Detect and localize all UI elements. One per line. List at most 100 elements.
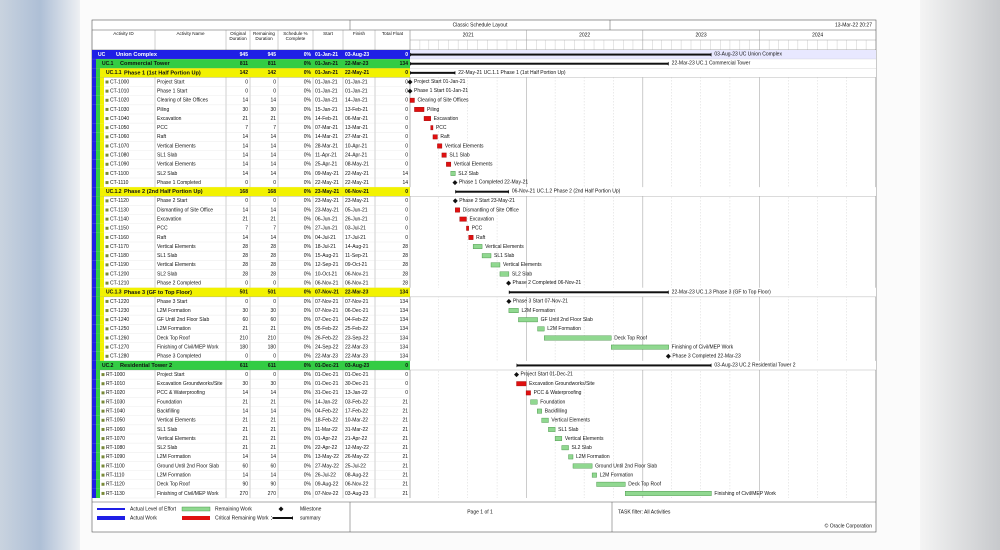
activity-finish: 23-May-21 — [345, 198, 369, 204]
activity-od: 180 — [240, 344, 249, 350]
indent-strip — [92, 260, 96, 270]
column-header-text: Original Duration — [229, 31, 247, 41]
summary-label-part: Union Complex — [748, 52, 783, 58]
indent-strip — [100, 223, 104, 233]
activity-rd: 21 — [270, 427, 276, 433]
activity-pct: 0% — [304, 88, 312, 94]
remaining-bar — [481, 253, 492, 259]
activity-start: 15-Jan-21 — [315, 107, 338, 113]
activity-rd: 14 — [270, 143, 276, 149]
critical-bar — [441, 152, 447, 158]
bar-label: SL1 Slab — [449, 152, 470, 158]
activity-od: 210 — [240, 335, 249, 341]
activity-start: 01-Dec-21 — [315, 381, 339, 387]
activity-tf: 134 — [400, 326, 409, 332]
summary-label-part: Commercial Tower — [709, 61, 751, 67]
bar-label: PCC — [436, 125, 447, 131]
activity-id: CT-1190 — [110, 262, 129, 268]
activity-pct: 0% — [304, 408, 312, 414]
milestone-label-part: 23-May-21 — [491, 198, 515, 204]
activity-start: 24-Sep-22 — [315, 344, 339, 350]
year-label: 2022 — [579, 32, 590, 38]
indent-strip — [96, 415, 100, 425]
activity-tf: 0 — [405, 198, 408, 204]
activity-id: RT-1060 — [106, 427, 125, 433]
activity-name: L2M Formation — [157, 326, 191, 332]
activity-rd: 14 — [270, 162, 276, 168]
activity-start: 26-Jul-22 — [315, 472, 336, 478]
indent-strip — [100, 77, 104, 87]
activity-od: 0 — [245, 280, 248, 286]
milestone-label: Phase 2 Completed 06-Nov-21 — [513, 280, 582, 286]
activity-name: Deck Top Roof — [157, 335, 190, 341]
activity-pct: 0% — [304, 262, 312, 268]
activity-tf: 134 — [400, 335, 409, 341]
remaining-bar — [508, 308, 519, 313]
summary-label-part: UC.1.2 — [537, 189, 553, 195]
activity-od: 14 — [242, 134, 248, 140]
activity-tf: 0 — [405, 162, 408, 168]
activity-icon — [105, 254, 109, 258]
activity-name: Vertical Elements — [157, 436, 196, 442]
activity-finish: 05-Jun-21 — [345, 207, 368, 213]
indent-strip — [92, 232, 96, 242]
activity-start: 11-Apr-21 — [315, 152, 337, 158]
activity-name: L2M Formation — [157, 472, 191, 478]
activity-start: 26-Feb-22 — [315, 335, 338, 341]
activity-finish: 21-Apr-22 — [345, 436, 367, 442]
activity-pct: 0% — [304, 280, 312, 286]
bar-label: Excavation Groundworks/Site — [529, 381, 595, 387]
bar-label: L2M Formation — [576, 454, 610, 460]
activity-name: Ground Until 2nd Floor Slab — [157, 463, 219, 469]
activity-name: PCC — [157, 125, 168, 131]
indent-strip — [92, 205, 96, 215]
wbs-od: 811 — [240, 61, 248, 67]
activity-finish: 11-Sep-21 — [345, 253, 368, 259]
activity-od: 30 — [242, 107, 248, 113]
activity-name: Dismantling of Site Office — [157, 207, 213, 213]
indent-strip — [96, 178, 100, 188]
indent-strip — [100, 214, 104, 224]
activity-name: Vertical Elements — [157, 162, 196, 168]
activity-tf: 134 — [400, 354, 409, 360]
bar-label: Piling — [427, 107, 439, 113]
activity-pct: 0% — [304, 326, 312, 332]
activity-icon — [105, 144, 109, 148]
activity-name: L2M Formation — [157, 454, 191, 460]
summary-label-part: 03-Aug-23 — [714, 52, 738, 58]
activity-rd: 14 — [270, 235, 276, 241]
activity-pct: 0% — [304, 98, 312, 104]
bar-label: Deck Top Roof — [628, 482, 661, 488]
column-header: Activity ID — [113, 31, 133, 36]
activity-id: CT-1160 — [110, 235, 129, 241]
activity-tf: 0 — [405, 88, 408, 94]
activity-name: Piling — [157, 107, 169, 113]
indent-strip — [92, 187, 96, 197]
activity-pct: 0% — [304, 198, 312, 204]
column-header: Start — [323, 31, 333, 36]
bar-label: Dismantling of Site Office — [463, 207, 519, 213]
activity-id: CT-1270 — [110, 344, 129, 350]
activity-pct: 0% — [304, 463, 312, 469]
indent-strip — [96, 77, 100, 87]
activity-id: CT-1180 — [110, 253, 129, 259]
activity-name: SL1 Slab — [157, 253, 178, 259]
activity-name: Phase 1 Completed — [157, 180, 201, 186]
activity-start: 23-May-21 — [315, 207, 339, 213]
summary-label: 22-May-21 UC.1.1 Phase 1 (1st Half Porti… — [458, 70, 566, 76]
milestone-label-part: 01-Dec-21 — [549, 372, 573, 378]
activity-icon — [105, 208, 109, 212]
wbs-band — [100, 287, 410, 297]
activity-start: 15-Aug-21 — [315, 253, 339, 259]
activity-finish: 23-Sep-22 — [345, 335, 369, 341]
activity-finish: 06-Nov-22 — [345, 482, 369, 488]
activity-finish: 08-Aug-22 — [345, 472, 369, 478]
activity-start: 07-Nov-21 — [315, 299, 339, 305]
activity-start: 14-Mar-21 — [315, 134, 338, 140]
indent-strip — [100, 205, 104, 215]
activity-rd: 0 — [273, 79, 276, 85]
activity-icon — [105, 299, 109, 303]
activity-start: 01-Dec-21 — [315, 372, 339, 378]
indent-strip — [92, 415, 96, 425]
